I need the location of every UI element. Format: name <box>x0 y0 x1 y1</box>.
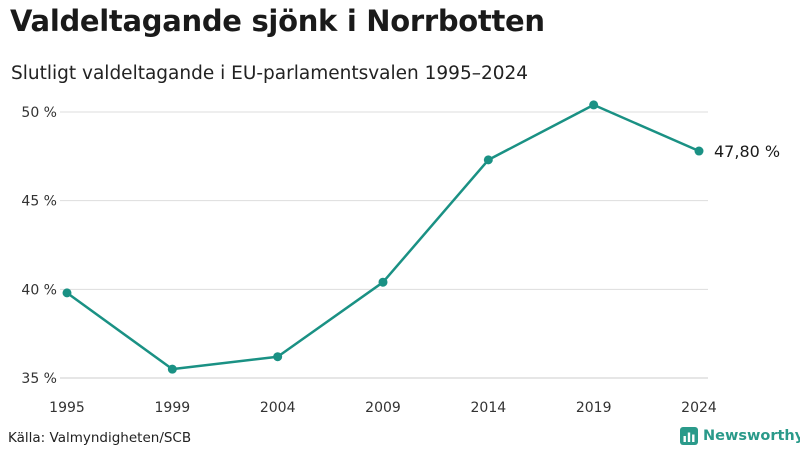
x-tick-label: 2019 <box>576 400 612 416</box>
end-value-label: 47,80 % <box>714 142 780 161</box>
data-point <box>378 277 388 287</box>
x-tick-label: 2024 <box>681 400 717 416</box>
source-note: Källa: Valmyndigheten/SCB <box>8 430 192 446</box>
data-point <box>589 100 599 110</box>
x-tick-label: 1995 <box>49 400 85 416</box>
y-tick-label: 45 % <box>21 194 57 210</box>
data-point <box>694 146 704 156</box>
series-line <box>65 103 701 371</box>
chart-subtitle: Slutligt valdeltagande i EU-parlamentsva… <box>11 63 529 84</box>
y-tick-label: 35 % <box>21 371 57 387</box>
x-tick-label: 1999 <box>155 400 191 416</box>
y-tick-label: 50 % <box>21 105 57 121</box>
data-point <box>167 364 177 374</box>
newsworthy-logo-icon <box>680 427 698 445</box>
x-tick-label: 2014 <box>471 400 507 416</box>
chart-title: Valdeltagande sjönk i Norrbotten <box>10 4 545 38</box>
data-point <box>273 352 283 362</box>
x-tick-label: 2004 <box>260 400 296 416</box>
brand-name: Newsworthy <box>703 428 800 444</box>
brand-logo: Newsworthy <box>680 427 800 445</box>
data-point <box>483 155 493 165</box>
y-tick-label: 40 % <box>21 282 57 298</box>
data-point <box>62 288 72 298</box>
x-tick-label: 2009 <box>365 400 401 416</box>
